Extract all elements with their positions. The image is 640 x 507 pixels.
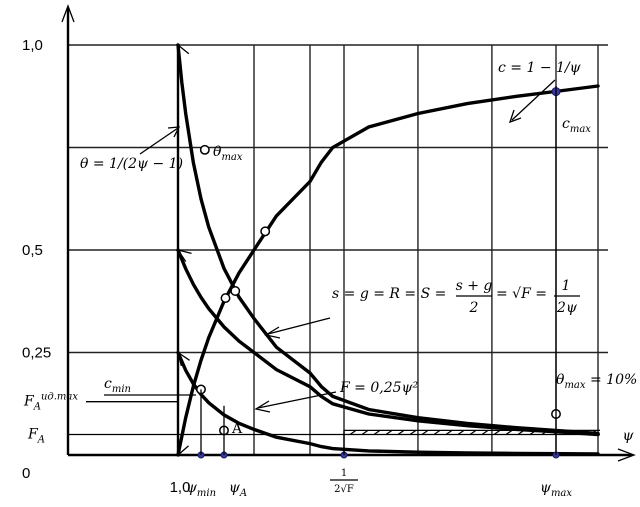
x-tick-label-2-sub: A — [239, 488, 247, 499]
fa-hatch — [433, 429, 441, 436]
curve-F — [176, 350, 600, 456]
fa-hatch — [445, 429, 453, 436]
y-tick-label-1: 0,25 — [22, 345, 51, 362]
x-tick-label-2: ψA — [229, 480, 247, 499]
fa-hatch — [517, 429, 525, 436]
label-c-max-sub: max — [570, 124, 591, 135]
x-tick-label-1: ψmin — [186, 480, 216, 499]
x-axis-arrow — [617, 448, 636, 462]
marks — [196, 87, 561, 459]
x-tick-label-3-den: 2√F — [334, 484, 354, 495]
label-c-formula: c = 1 − 1/ψ — [498, 60, 582, 76]
x-tick-label-0: 1,0 — [170, 479, 191, 496]
point-theta-max — [199, 144, 210, 155]
label-c-min-sub: min — [112, 384, 131, 395]
label-theta-10-sub: max — [564, 380, 585, 391]
y-axis-arrow — [61, 4, 75, 23]
fa-hatch — [397, 429, 405, 436]
y-label-fa-max-sub: A — [33, 402, 41, 413]
y-label-fa-max: FAид.max — [23, 392, 78, 413]
curve-c — [176, 84, 600, 457]
y-label-fa-max-sup: ид.max — [41, 392, 78, 403]
leader-s — [267, 317, 331, 335]
fa-hatch — [505, 429, 513, 436]
fa-hatch — [565, 429, 573, 436]
fa-hatch — [493, 429, 501, 436]
point-c-theta — [260, 226, 271, 237]
fa-hatch — [469, 429, 477, 436]
fa-hatch — [361, 429, 369, 436]
fa-hatch — [421, 429, 429, 436]
fa-hatch — [457, 429, 465, 436]
leader-s-head — [264, 326, 281, 339]
fa-hatch — [589, 429, 597, 436]
y-label-fa: FA — [27, 427, 45, 446]
arrow-s-start-head — [177, 249, 192, 262]
fa-hatch — [385, 429, 393, 436]
label-theta-10: θmax = 10% — [556, 372, 637, 391]
y-label-fa-sub: A — [37, 435, 45, 446]
x-tick-label-1-sub: min — [197, 488, 216, 499]
label-theta-formula: θ = 1/(2ψ − 1) — [80, 156, 183, 172]
leader-c-head — [508, 109, 522, 124]
fa-hatch — [409, 429, 417, 436]
arrow-s-start — [177, 249, 192, 262]
label-s-formula-den: 2 — [469, 300, 479, 316]
y-tick-label-2: 0,5 — [22, 242, 43, 259]
label-point-a: A — [231, 421, 243, 437]
leader-theta — [139, 127, 179, 155]
leader-c — [511, 79, 556, 121]
x-tick-label-4-sub: max — [551, 488, 572, 499]
y-tick-label-3: 1,0 — [22, 37, 43, 54]
fa-hatch — [349, 429, 357, 436]
label-s-formula-den2: 2ψ — [556, 300, 578, 316]
label-s-formula-a: s = g = R = S = — [332, 286, 446, 302]
x-tick-label-3-num: 1 — [341, 468, 347, 479]
leader-F-head — [254, 400, 271, 413]
arrow-F-start-head — [177, 351, 190, 367]
label-s-formula-b: = √F = — [496, 286, 547, 302]
fa-hatch — [553, 429, 561, 436]
fa-hatch — [529, 429, 537, 436]
fa-hatch — [577, 429, 585, 436]
arrow-c-start — [177, 441, 189, 456]
arrow-c-start-head — [177, 441, 189, 456]
point-c-s — [220, 293, 231, 304]
point-theta-s — [230, 286, 241, 296]
x-axis-label: ψ — [623, 428, 635, 444]
arrow-theta-start — [177, 44, 190, 59]
label-s-formula-num: s + g — [456, 278, 493, 294]
leader-theta-head — [167, 126, 181, 138]
curve-s — [176, 248, 600, 437]
x-tick-label-4: ψmax — [540, 480, 572, 499]
label-theta-10-rest: = 10% — [586, 372, 638, 388]
curve-theta — [176, 43, 600, 436]
label-F-formula: F = 0,25ψ² — [339, 380, 418, 396]
fa-hatch — [481, 429, 489, 436]
label-c-max: cmax — [562, 116, 591, 135]
fa-hatch — [373, 429, 381, 436]
label-c-min: cmin — [104, 376, 131, 395]
arrow-theta-start-head — [177, 44, 190, 59]
label-theta-max-sub: max — [221, 152, 242, 163]
label-s-formula-num2: 1 — [562, 278, 571, 294]
arrow-F-start — [177, 351, 190, 367]
leader-F — [257, 391, 337, 409]
fa-hatch — [541, 429, 549, 436]
y-tick-label-0: 0 — [22, 465, 30, 482]
